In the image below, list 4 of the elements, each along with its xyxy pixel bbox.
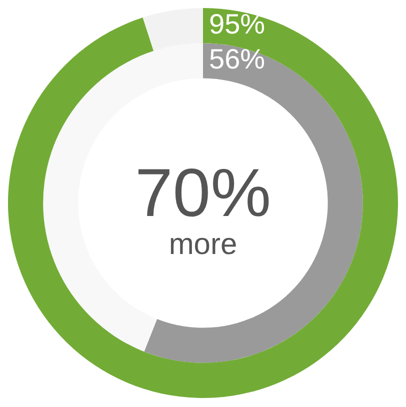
data-label: 95%	[209, 8, 266, 40]
text: 70%	[134, 155, 272, 231]
data-label: 56%	[209, 43, 266, 74]
text: more	[168, 228, 238, 262]
